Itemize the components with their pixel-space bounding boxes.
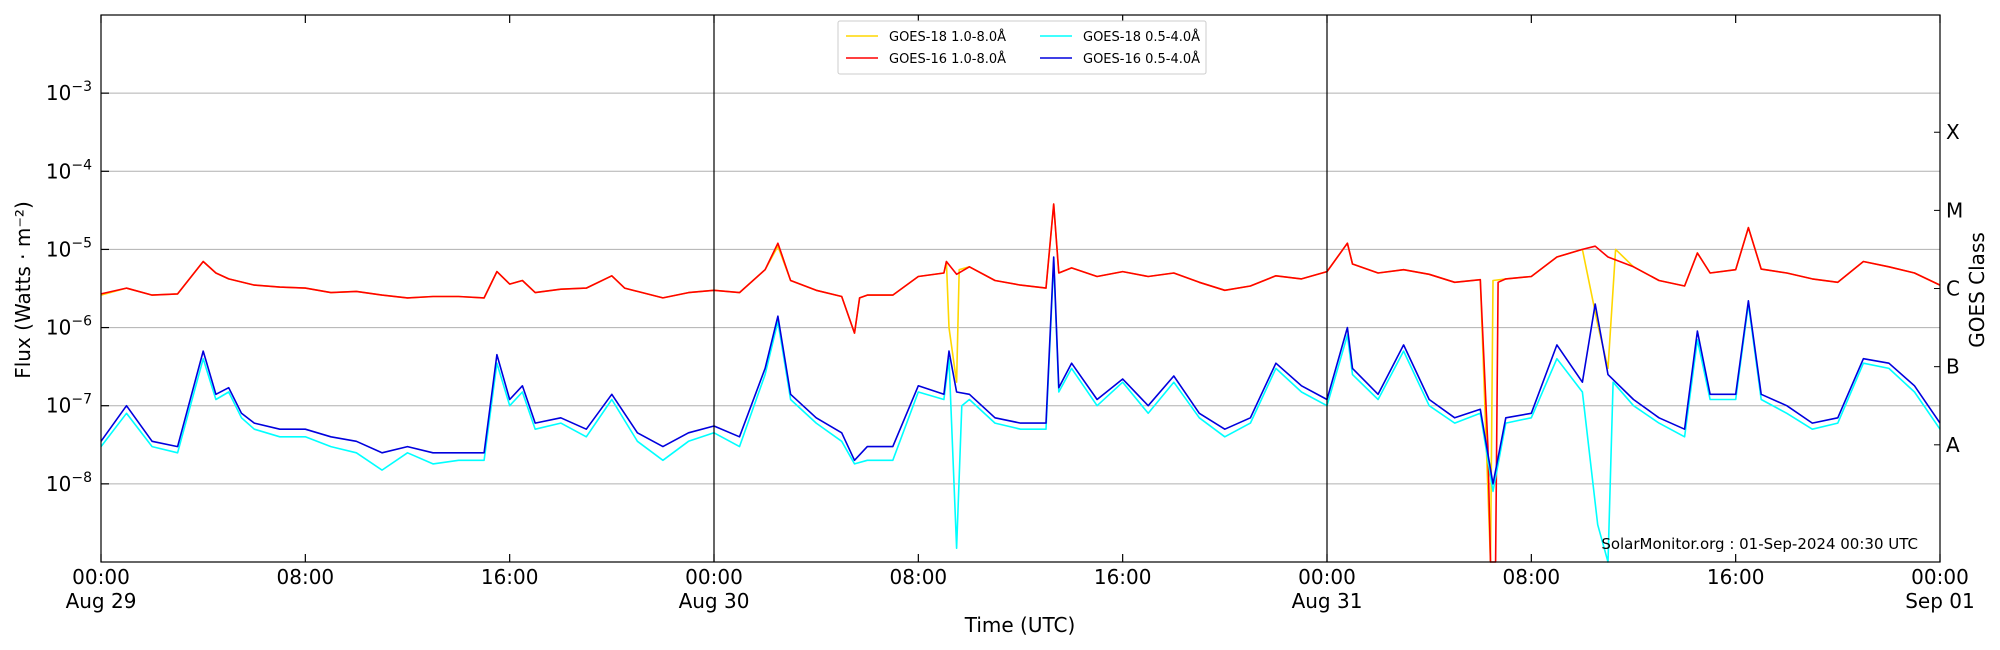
x-tick-date-label: Sep 01 <box>1905 589 1975 613</box>
y-axis-title: Flux (Watts · m⁻²) <box>11 201 35 379</box>
series-layer <box>100 203 1941 563</box>
x-tick-date-label: Aug 30 <box>679 589 750 613</box>
x-tick-label: 16:00 <box>1707 565 1765 589</box>
y-tick-label: 10−4 <box>46 157 92 183</box>
legend-entry: GOES-16 1.0-8.0Å <box>889 51 1006 67</box>
series-line-3 <box>100 260 1941 563</box>
grid-layer <box>101 92 1940 485</box>
watermark: SolarMonitor.org : 01-Sep-2024 00:30 UTC <box>1601 535 1918 553</box>
series-line-4 <box>100 256 1941 485</box>
frame-layer <box>100 14 1941 563</box>
series-line-2 <box>100 203 1941 563</box>
x-tick-label: 16:00 <box>1094 565 1152 589</box>
x-tick-label: 08:00 <box>1503 565 1561 589</box>
goes-class-label: B <box>1946 355 1960 379</box>
legend: GOES-18 1.0-8.0Å GOES-16 1.0-8.0Å GOES-18 … <box>837 20 1207 75</box>
goes-class-label: C <box>1946 277 1960 301</box>
x-tick-label: 00:00 <box>1911 565 1969 589</box>
plot-frame <box>100 14 1941 563</box>
x-tick-label: 00:00 <box>1298 565 1356 589</box>
legend-entry: GOES-16 0.5-4.0Å <box>1083 51 1200 67</box>
x-tick-date-label: Aug 31 <box>1292 589 1363 613</box>
x-tick-label: 08:00 <box>890 565 948 589</box>
x-tick-date-label: Aug 29 <box>66 589 137 613</box>
y-tick-label: 10−3 <box>46 79 92 105</box>
labels-layer: Time (UTC) Flux (Watts · m⁻²) GOES Class… <box>11 201 1989 637</box>
y-tick-label: 10−8 <box>46 470 92 496</box>
x-tick-label: 08:00 <box>277 565 335 589</box>
goes-class-label: A <box>1946 433 1960 457</box>
y-tick-label: 10−5 <box>46 235 92 261</box>
x-axis-title: Time (UTC) <box>964 613 1076 637</box>
legend-entry: GOES-18 0.5-4.0Å <box>1083 29 1200 45</box>
legend-entry: GOES-18 1.0-8.0Å <box>889 29 1006 45</box>
x-tick-label: 00:00 <box>72 565 130 589</box>
goes-class-label: M <box>1946 198 1963 222</box>
legend-box <box>837 20 1207 75</box>
right-axis-title: GOES Class <box>1965 232 1989 348</box>
x-tick-label: 00:00 <box>685 565 743 589</box>
y-tick-label: 10−7 <box>46 392 92 418</box>
x-tick-label: 16:00 <box>481 565 539 589</box>
goes-class-label: X <box>1946 120 1960 144</box>
y-tick-label: 10−6 <box>46 314 92 340</box>
series-line-1 <box>100 203 1941 563</box>
